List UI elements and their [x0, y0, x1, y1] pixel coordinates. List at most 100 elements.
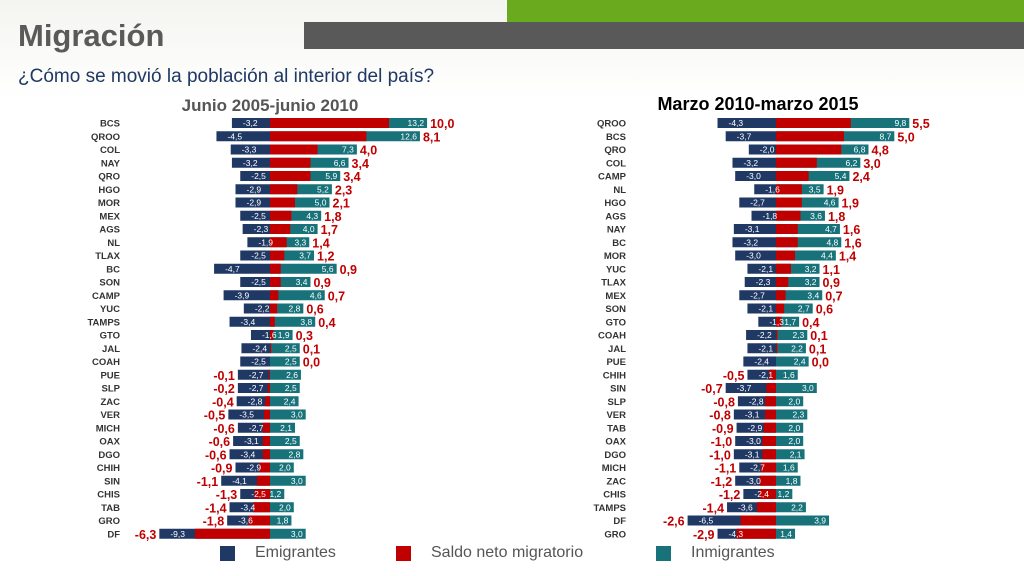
- chart1-bar-saldo-chis: [254, 489, 270, 499]
- chart2-label-saldo-bc: 1,6: [844, 236, 861, 250]
- chart2-label-inmigrantes-bc: 4,8: [826, 237, 838, 247]
- chart2-label-emigrantes-dgo: -3,1: [745, 449, 760, 459]
- chart2-bar-saldo-oax: [762, 436, 776, 446]
- chart2-bar-emigrantes-slp: [737, 396, 776, 407]
- chart2-bar-emigrantes-qro: [748, 144, 776, 155]
- chart2-bar-inmigrantes-chih: [776, 369, 798, 380]
- chart2-bar-saldo-df: [740, 515, 776, 526]
- header-accent-green-bar: [507, 0, 1024, 22]
- chart2-category-label-ags: AGS: [605, 211, 626, 222]
- chart2-label-inmigrantes-qro: 6,8: [854, 145, 866, 155]
- chart2-bar-inmigrantes-yuc: [776, 263, 820, 274]
- chart2-bar-emigrantes-sin: [725, 383, 776, 393]
- chart1-bar-saldo-sin: [256, 475, 270, 486]
- chart1-label-inmigrantes-camp: 4,6: [310, 290, 322, 300]
- chart2-category-label-son: SON: [605, 304, 626, 315]
- chart1-bar-emigrantes-dgo: [229, 449, 270, 460]
- chart1-label-inmigrantes-bc: 5,6: [322, 264, 334, 274]
- chart1-bar-inmigrantes-oax: [270, 436, 300, 446]
- chart1-label-emigrantes-slp: -2,7: [249, 383, 264, 393]
- chart1-label-inmigrantes-jal: 2,5: [285, 343, 297, 353]
- chart2-label-emigrantes-jal: -2,1: [758, 343, 773, 353]
- chart2-bar-emigrantes-mich: [739, 462, 776, 473]
- chart1-bar-saldo-tamps: [270, 316, 275, 327]
- chart1-label-emigrantes-sin: -4,1: [232, 476, 247, 486]
- chart2-label-saldo-chis: -1,2: [719, 488, 741, 502]
- chart1-label-emigrantes-ags: -2,3: [254, 224, 269, 234]
- chart1-bar-emigrantes-bcs: [231, 118, 270, 128]
- chart1-label-saldo-pue: -0,1: [213, 369, 235, 383]
- chart2-bar-inmigrantes-jal: [776, 343, 806, 354]
- chart1-bar-emigrantes-zac: [236, 396, 270, 407]
- chart2-label-emigrantes-tlax: -2,3: [756, 277, 771, 287]
- chart2-category-label-hgo: HGO: [604, 198, 626, 209]
- chart1-label-emigrantes-oax: -3,1: [244, 436, 259, 446]
- chart2-category-label-zac: ZAC: [606, 476, 626, 487]
- chart2-label-emigrantes-chih: -2,1: [758, 370, 773, 380]
- chart2-label-saldo-zac: -1,2: [711, 475, 733, 489]
- chart1-label-saldo-tamps: 0,4: [318, 316, 335, 330]
- chart2-label-inmigrantes-bcs: 8,7: [879, 131, 891, 141]
- chart2-bar-emigrantes-tab: [736, 422, 776, 433]
- chart2-category-label-tab: TAB: [607, 423, 626, 434]
- chart1-category-label-df: DF: [107, 529, 120, 540]
- chart1-label-emigrantes-nay: -3,2: [243, 158, 258, 168]
- chart1-category-label-chis: CHIS: [97, 490, 120, 501]
- page-subtitle: ¿Cómo se movió la población al interior …: [18, 66, 435, 87]
- chart2-bar-saldo-bc: [776, 237, 798, 248]
- chart1-label-saldo-tlax: 1,2: [317, 250, 334, 264]
- chart2-bar-emigrantes-hgo: [739, 197, 776, 208]
- chart1-label-saldo-ags: 1,7: [321, 223, 338, 237]
- chart1-label-inmigrantes-qroo: 12,6: [400, 131, 417, 141]
- chart2-bar-emigrantes-ver: [733, 409, 776, 420]
- chart2-bar-inmigrantes-sin: [776, 383, 817, 393]
- chart2-label-inmigrantes-coah: 2,3: [792, 330, 804, 340]
- chart1-label-emigrantes-bcs: -3,2: [243, 118, 258, 128]
- chart2-category-label-gro: GRO: [604, 529, 626, 540]
- chart2-label-emigrantes-qro: -2,0: [760, 145, 775, 155]
- chart1-bar-inmigrantes-slp: [270, 383, 300, 393]
- chart1-category-label-mex: MEX: [99, 211, 120, 222]
- chart2-category-label-bc: BC: [612, 238, 626, 249]
- chart2-bar-saldo-zac: [759, 475, 776, 486]
- chart2-label-inmigrantes-son: 2,7: [798, 304, 810, 314]
- chart2-label-inmigrantes-zac: 1,8: [786, 476, 798, 486]
- chart2-label-saldo-gro: -2,9: [693, 528, 715, 542]
- chart2-category-label-yuc: YUC: [606, 264, 626, 275]
- chart2-category-label-gto: GTO: [606, 317, 626, 328]
- chart1-label-emigrantes-qroo: -4,5: [227, 131, 242, 141]
- chart2-bar-saldo-col: [776, 157, 817, 168]
- chart1-bar-inmigrantes-tab: [270, 502, 294, 513]
- chart1-label-inmigrantes-nl: 3,3: [294, 237, 306, 247]
- chart1-label-inmigrantes-oax: 2,5: [285, 436, 297, 446]
- chart1-label-emigrantes-gro: -3,6: [238, 516, 253, 526]
- chart1-label-saldo-slp: -0,2: [213, 382, 235, 396]
- chart2-category-label-tlax: TLAX: [601, 278, 626, 289]
- chart1-bar-saldo-mex: [270, 210, 292, 221]
- chart1-label-inmigrantes-df: 3,0: [291, 529, 303, 539]
- chart2-category-label-coah: COAH: [598, 331, 626, 342]
- chart1-category-label-camp: CAMP: [92, 291, 121, 302]
- chart1-bar-saldo-bc: [270, 263, 281, 274]
- chart1-label-inmigrantes-ags: 4,0: [303, 224, 315, 234]
- chart2-label-emigrantes-tamps: -3,6: [738, 502, 753, 512]
- chart2-label-emigrantes-tab: -2,9: [748, 423, 763, 433]
- chart1-label-saldo-jal: 0,1: [303, 342, 320, 356]
- chart1-label-inmigrantes-mich: 2,1: [280, 423, 292, 433]
- legend-emigrantes-label: Emigrantes: [255, 544, 336, 561]
- chart1-label-emigrantes-coah: -2,5: [251, 357, 266, 367]
- legend-saldo: Saldo neto migratorio: [396, 543, 583, 563]
- chart2-bar-saldo-chis: [759, 489, 776, 499]
- chart1-category-label-nl: NL: [107, 238, 120, 249]
- chart1-label-emigrantes-chih: -2,9: [246, 463, 261, 473]
- chart2-label-inmigrantes-mor: 4,4: [821, 251, 833, 261]
- chart2-bar-inmigrantes-nay: [776, 224, 840, 234]
- chart1-bar-inmigrantes-mich: [270, 422, 295, 433]
- chart1-label-saldo-col: 4,0: [360, 144, 377, 158]
- chart2-label-emigrantes-mor: -3,0: [746, 251, 761, 261]
- chart1-bar-saldo-zac: [265, 396, 270, 407]
- chart1-category-label-pue: PUE: [100, 370, 120, 381]
- chart2-label-emigrantes-col: -3,2: [743, 158, 758, 168]
- chart1-category-label-mich: MICH: [96, 423, 120, 434]
- chart1-label-saldo-gto: 0,3: [296, 329, 313, 343]
